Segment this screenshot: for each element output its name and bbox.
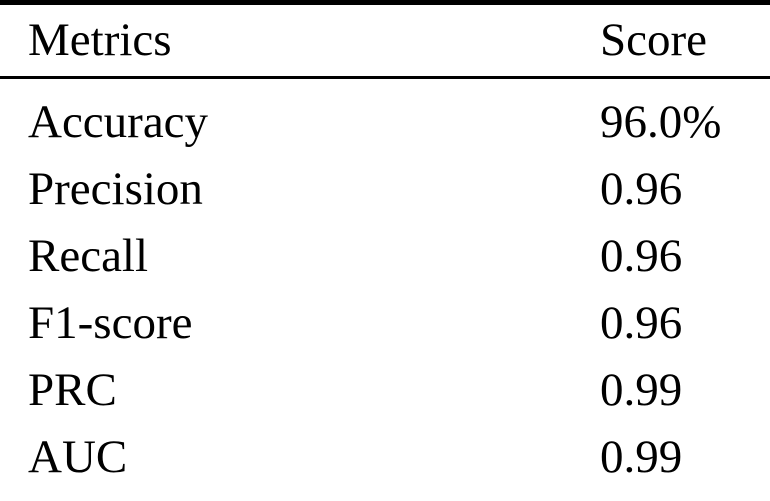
table-row: PRC 0.99 [0,357,770,424]
metric-score: 0.99 [600,431,683,483]
metric-score: 0.99 [600,364,683,416]
table-header-row: Metrics Score [0,5,770,76]
table-row: Recall 0.96 [0,223,770,290]
table-row: Precision 0.96 [0,156,770,223]
metric-name: Accuracy [28,96,209,148]
table-row: AUC 0.99 [0,424,770,491]
metric-name: PRC [28,364,117,416]
table-row: F1-score 0.96 [0,290,770,357]
metric-name: F1-score [28,297,193,349]
metric-score: 96.0% [600,96,722,148]
metric-score: 0.96 [600,163,683,215]
metric-score: 0.96 [600,297,683,349]
table-top-rule [0,0,770,5]
metric-name: Precision [28,163,203,215]
metric-name: AUC [28,431,128,483]
column-header-metrics: Metrics [28,14,172,66]
metric-name: Recall [28,230,149,282]
table-body: Accuracy 96.0% Precision 0.96 Recall 0.9… [0,79,770,501]
column-header-score: Score [600,14,708,66]
table-row: Accuracy 96.0% [0,89,770,156]
metric-score: 0.96 [600,230,683,282]
table-header-rule [0,76,770,79]
